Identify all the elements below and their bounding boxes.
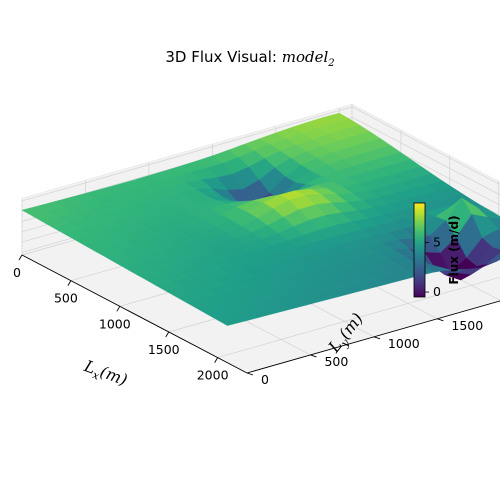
x-tick bbox=[18, 254, 23, 261]
grid-line-z bbox=[21, 106, 500, 202]
y-tick-label: 0 bbox=[261, 372, 269, 387]
chart-title-var: model bbox=[281, 48, 329, 66]
x-axis-line bbox=[21, 254, 248, 374]
y-tick-label: 500 bbox=[324, 354, 348, 369]
chart-title: 3D Flux Visual: model2 bbox=[0, 48, 500, 69]
surface-patch bbox=[216, 315, 244, 326]
x-tick-label: 2000 bbox=[197, 368, 229, 383]
x-tick bbox=[67, 280, 72, 286]
chart-title-prefix: 3D Flux Visual: bbox=[165, 48, 282, 66]
y-tick-label: 1500 bbox=[451, 318, 483, 333]
x-tick bbox=[165, 331, 170, 338]
x-tick bbox=[116, 306, 121, 312]
colorbar-bar bbox=[413, 202, 426, 298]
x-axis-label-sub: x bbox=[91, 368, 102, 383]
y-tick bbox=[437, 318, 444, 322]
grid-line-z bbox=[21, 116, 500, 212]
x-tick-label: 1500 bbox=[148, 342, 180, 357]
y-tick-label: 1000 bbox=[388, 336, 420, 351]
colorbar: Flux (m/d) 0 5 bbox=[413, 202, 461, 299]
x-tick bbox=[214, 357, 219, 363]
x-tick-label: 500 bbox=[54, 291, 78, 306]
colorbar-tick-label: 5 bbox=[433, 235, 441, 250]
axes: 050010001500200005001000150020002500−202… bbox=[13, 254, 500, 392]
chart-title-sub: 2 bbox=[328, 58, 335, 69]
grid-line-x bbox=[217, 276, 500, 358]
x-axis-label-unit: (m) bbox=[98, 362, 130, 389]
y-tick bbox=[246, 372, 254, 376]
x-tick-label: 1000 bbox=[99, 316, 131, 331]
colorbar-label: Flux (m/d) bbox=[447, 215, 461, 284]
x-tick-label: 0 bbox=[13, 265, 21, 280]
y-axis-line bbox=[246, 300, 500, 374]
y-tick bbox=[310, 354, 317, 358]
x-axis-label: Lx(m) bbox=[80, 356, 130, 392]
y-tick bbox=[373, 336, 381, 340]
colorbar-tick-label: 0 bbox=[433, 284, 441, 299]
